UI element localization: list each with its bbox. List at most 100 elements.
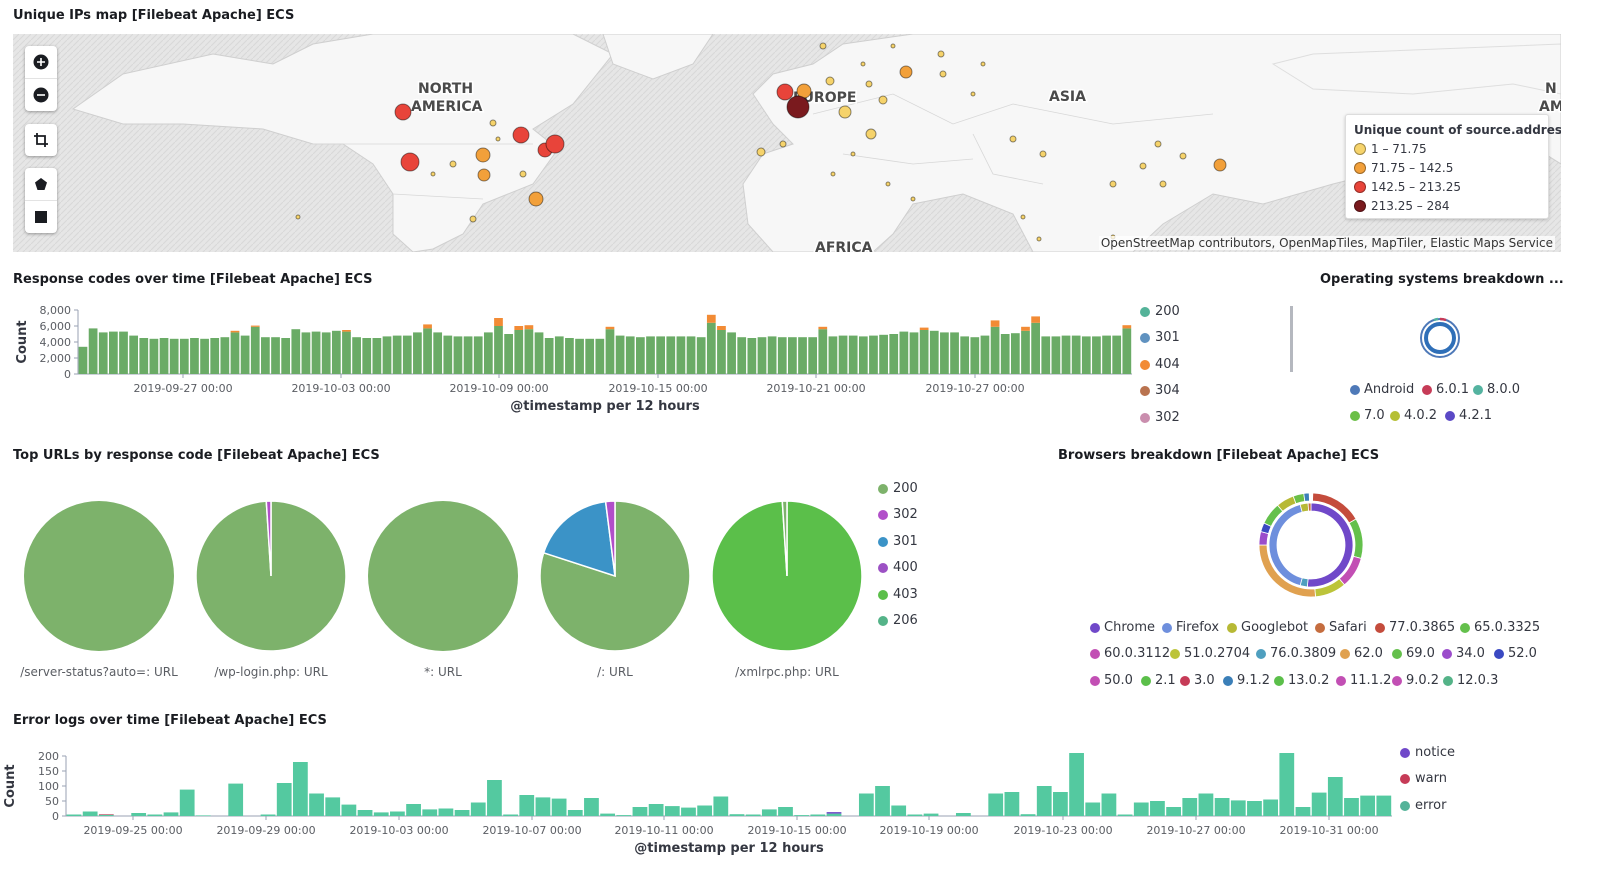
bar-200[interactable] bbox=[402, 335, 412, 374]
bar-200[interactable] bbox=[950, 332, 959, 374]
map-point[interactable] bbox=[400, 152, 420, 172]
bar-error[interactable] bbox=[1053, 792, 1068, 816]
bar-200[interactable] bbox=[960, 336, 970, 374]
bar-error[interactable] bbox=[826, 813, 842, 816]
bar-200[interactable] bbox=[717, 330, 726, 374]
bar-200[interactable] bbox=[1122, 328, 1132, 374]
bar-200[interactable] bbox=[838, 335, 848, 374]
map-point[interactable] bbox=[1213, 158, 1227, 172]
bar-404[interactable] bbox=[524, 325, 534, 330]
bar-error[interactable] bbox=[1069, 753, 1084, 816]
bar-200[interactable] bbox=[271, 337, 280, 374]
map-point[interactable] bbox=[1159, 180, 1167, 188]
response-codes-chart[interactable]: 0 2,000 4,000 6,000 8,000 2019-09-27 00:00 201… bbox=[0, 296, 1140, 416]
browsers-legend-item[interactable]: 50.0 bbox=[1090, 673, 1133, 688]
urls-legend-item[interactable]: 200 bbox=[878, 481, 918, 496]
map-point[interactable] bbox=[519, 170, 527, 178]
bar-200[interactable] bbox=[179, 338, 189, 374]
bar-200[interactable] bbox=[88, 328, 98, 374]
bar-200[interactable] bbox=[929, 330, 939, 374]
browsers-donut[interactable] bbox=[1258, 492, 1364, 598]
bar-200[interactable] bbox=[706, 322, 716, 374]
map-point[interactable] bbox=[475, 147, 491, 163]
bar-error[interactable] bbox=[616, 815, 632, 816]
bar-200[interactable] bbox=[767, 336, 777, 374]
map-point[interactable] bbox=[878, 95, 888, 105]
bar-error[interactable] bbox=[1360, 795, 1376, 816]
map-point[interactable] bbox=[545, 134, 565, 154]
browsers-legend-item[interactable]: 65.0.3325 bbox=[1460, 620, 1540, 635]
bar-error[interactable] bbox=[810, 814, 826, 817]
bar-404[interactable] bbox=[494, 318, 503, 326]
bar-error[interactable] bbox=[1020, 814, 1036, 816]
bar-error[interactable] bbox=[988, 793, 1004, 817]
browsers-legend-item[interactable]: 11.1.2 bbox=[1336, 673, 1391, 688]
bar-error[interactable] bbox=[309, 793, 324, 817]
bar-error[interactable] bbox=[1279, 753, 1295, 816]
bar-200[interactable] bbox=[990, 326, 1000, 374]
bar-200[interactable] bbox=[291, 329, 301, 374]
bar-error[interactable] bbox=[1247, 801, 1262, 816]
bar-error[interactable] bbox=[422, 809, 438, 816]
bar-200[interactable] bbox=[433, 332, 443, 374]
bar-error[interactable] bbox=[761, 809, 777, 816]
bar-error[interactable] bbox=[406, 804, 421, 816]
pie-slice[interactable] bbox=[368, 501, 518, 651]
map-point[interactable] bbox=[865, 80, 873, 88]
browsers-legend-item[interactable]: 69.0 bbox=[1392, 646, 1435, 661]
bar-200[interactable] bbox=[848, 335, 858, 374]
bar-200[interactable] bbox=[727, 332, 736, 374]
bar-error[interactable] bbox=[147, 814, 163, 817]
bar-200[interactable] bbox=[1071, 335, 1081, 374]
bar-404[interactable] bbox=[1031, 316, 1040, 323]
bar-200[interactable] bbox=[737, 337, 747, 374]
bar-404[interactable] bbox=[342, 330, 351, 332]
bar-error[interactable] bbox=[341, 804, 357, 816]
bar-200[interactable] bbox=[1112, 335, 1122, 374]
bar-error[interactable] bbox=[648, 804, 664, 816]
browsers-legend-item[interactable]: Googlebot bbox=[1227, 620, 1308, 635]
bar-200[interactable] bbox=[423, 328, 432, 374]
bar-200[interactable] bbox=[909, 332, 919, 374]
bar-error[interactable] bbox=[1036, 786, 1052, 816]
map-point[interactable] bbox=[295, 214, 301, 220]
bar-200[interactable] bbox=[149, 338, 159, 374]
bar-200[interactable] bbox=[281, 338, 291, 374]
browsers-legend-item[interactable]: Chrome bbox=[1090, 620, 1155, 635]
os-legend-item[interactable]: Android bbox=[1350, 382, 1414, 397]
bar-200[interactable] bbox=[392, 335, 402, 374]
bar-error[interactable] bbox=[373, 812, 389, 816]
bar-200[interactable] bbox=[980, 335, 990, 374]
bar-error[interactable] bbox=[519, 795, 535, 816]
bar-404[interactable] bbox=[717, 326, 726, 330]
bar-200[interactable] bbox=[656, 336, 666, 374]
map-point[interactable] bbox=[1109, 180, 1117, 188]
bar-200[interactable] bbox=[1021, 330, 1030, 374]
crop-icon[interactable] bbox=[25, 124, 57, 156]
map-point[interactable] bbox=[860, 61, 866, 67]
map-point[interactable] bbox=[1139, 162, 1147, 170]
pie-slice[interactable] bbox=[265, 500, 272, 577]
map-point[interactable] bbox=[449, 160, 457, 168]
urls-legend-item[interactable]: 301 bbox=[878, 534, 918, 549]
browsers-legend-item[interactable]: 62.0 bbox=[1340, 646, 1383, 661]
pie-slice[interactable] bbox=[542, 500, 616, 578]
bar-200[interactable] bbox=[240, 335, 250, 374]
bar-200[interactable] bbox=[301, 332, 311, 374]
bar-200[interactable] bbox=[1041, 336, 1051, 374]
bar-200[interactable] bbox=[636, 337, 645, 374]
bar-200[interactable] bbox=[1102, 335, 1111, 374]
map-attribution[interactable]: OpenStreetMap contributors, OpenMapTiles… bbox=[1098, 236, 1555, 250]
bar-200[interactable] bbox=[818, 329, 828, 374]
bar-error[interactable] bbox=[454, 810, 470, 816]
bar-200[interactable] bbox=[696, 337, 706, 374]
map-point[interactable] bbox=[489, 119, 497, 127]
urls-legend-item[interactable]: 206 bbox=[878, 613, 918, 628]
bar-error[interactable] bbox=[551, 798, 567, 816]
bar-200[interactable] bbox=[788, 337, 797, 374]
bar-200[interactable] bbox=[321, 332, 331, 374]
bar-error[interactable] bbox=[745, 814, 761, 817]
bar-200[interactable] bbox=[889, 334, 899, 374]
bar-200[interactable] bbox=[382, 336, 392, 374]
bar-200[interactable] bbox=[250, 326, 260, 374]
